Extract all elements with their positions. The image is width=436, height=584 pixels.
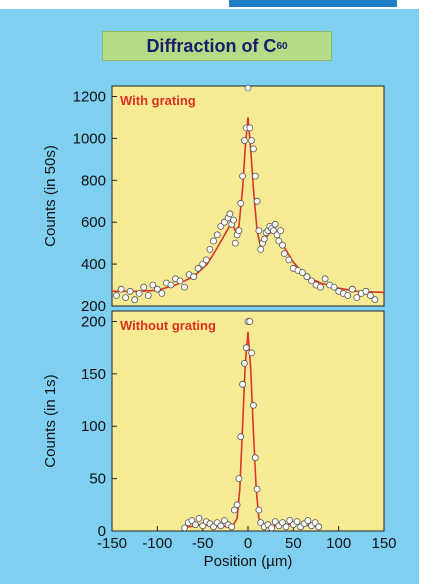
data-point [229, 524, 235, 530]
data-point [241, 360, 247, 366]
data-point [294, 519, 300, 525]
data-point [132, 297, 138, 303]
data-point [192, 522, 198, 528]
data-point [286, 257, 292, 263]
y-tick-label: 600 [81, 214, 106, 231]
data-point [214, 232, 220, 238]
x-tick-label: 0 [244, 535, 252, 552]
data-point [145, 293, 151, 299]
data-point [196, 515, 202, 521]
data-point [254, 486, 260, 492]
y-axis-label: Counts (in 1s) [42, 374, 59, 467]
data-point [249, 138, 255, 144]
plot-area-2 [112, 311, 384, 531]
data-point [191, 274, 197, 280]
data-point [256, 507, 262, 513]
data-point [281, 251, 287, 257]
data-point [305, 518, 311, 524]
data-point [227, 211, 233, 217]
y-tick-label: 1000 [73, 130, 106, 147]
data-point [231, 217, 237, 223]
x-axis-label: Position (µm) [204, 553, 293, 570]
data-point [136, 290, 142, 296]
x-tick-label: 150 [371, 535, 396, 552]
x-tick-label: 50 [285, 535, 302, 552]
data-point [252, 455, 258, 461]
data-point [236, 476, 242, 482]
data-point [240, 173, 246, 179]
panel-label: With grating [120, 93, 196, 108]
y-tick-label: 1200 [73, 88, 106, 105]
y-tick-label: 400 [81, 256, 106, 273]
data-point [141, 284, 147, 290]
data-point [349, 286, 355, 292]
data-point [168, 282, 174, 288]
y-tick-label: 200 [81, 313, 106, 330]
data-point [114, 293, 120, 299]
data-point [247, 125, 253, 131]
data-point [182, 284, 188, 290]
data-point [261, 236, 267, 242]
data-point [236, 228, 242, 234]
data-point [240, 381, 246, 387]
y-axis-label: Counts (in 50s) [42, 145, 59, 247]
data-point [250, 402, 256, 408]
x-tick-label: -150 [97, 535, 127, 552]
panel-label: Without grating [120, 318, 216, 333]
x-tick-label: -50 [192, 535, 214, 552]
y-tick-label: 150 [81, 366, 106, 383]
data-point [252, 173, 258, 179]
data-point [211, 238, 217, 244]
y-tick-label: 100 [81, 418, 106, 435]
x-tick-label: -100 [142, 535, 172, 552]
data-point [245, 85, 251, 91]
data-point [247, 319, 253, 325]
data-point [203, 257, 209, 263]
data-point [280, 242, 286, 248]
data-point [241, 138, 247, 144]
data-point [250, 146, 256, 152]
data-point [218, 523, 224, 529]
data-point [118, 286, 124, 292]
data-point [258, 246, 264, 252]
data-point [345, 293, 351, 299]
data-point [127, 288, 133, 294]
data-point [238, 434, 244, 440]
data-point [254, 198, 260, 204]
y-tick-label: 50 [89, 471, 106, 488]
x-tick-label: 100 [326, 535, 351, 552]
data-point [278, 228, 284, 234]
data-point [234, 502, 240, 508]
data-point [316, 524, 322, 530]
data-point [372, 297, 378, 303]
data-point [272, 221, 278, 227]
data-point [207, 246, 213, 252]
data-point [269, 525, 275, 531]
data-point [283, 524, 289, 530]
data-point [243, 345, 249, 351]
data-point [318, 284, 324, 290]
data-point [238, 200, 244, 206]
data-point [159, 290, 165, 296]
data-point [232, 240, 238, 246]
data-point [177, 278, 183, 284]
data-point [256, 228, 262, 234]
data-point [123, 295, 129, 301]
data-point [182, 525, 188, 531]
y-tick-label: 200 [81, 298, 106, 315]
data-point [322, 276, 328, 282]
data-point [249, 350, 255, 356]
y-tick-label: 800 [81, 172, 106, 189]
